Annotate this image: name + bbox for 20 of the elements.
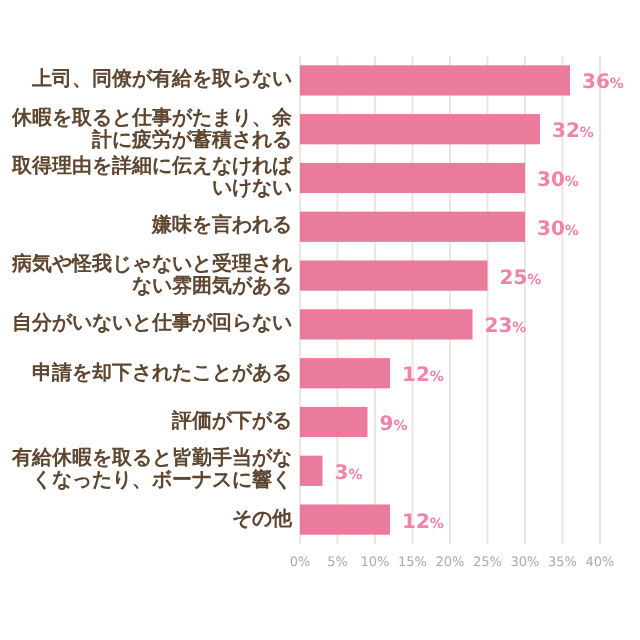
y-tick-label: 有給休暇を取ると皆勤手当がなくなったり、ボーナスに響く — [9, 448, 292, 493]
bar — [300, 309, 473, 340]
bar — [300, 114, 540, 145]
y-tick-label: 申請を却下されたことがある — [30, 362, 292, 385]
bar — [300, 162, 525, 194]
y-tick-label: 病気や怪我じゃないと受理されない雰囲気がある — [9, 253, 292, 298]
y-tick-label: 評価が下がる — [169, 411, 292, 433]
bar — [300, 260, 488, 291]
y-tick-label: 取得理由を詳細に伝えなければいけない — [9, 156, 292, 200]
y-tick-label: 上司、同僚が有給を取らない — [30, 69, 292, 92]
y-tick-label: 休暇を取ると仕事がたまり、余計に疲労が蓄積される — [9, 107, 292, 152]
y-tick-label: その他 — [230, 508, 292, 531]
bar — [300, 406, 368, 438]
bar — [300, 358, 390, 389]
y-tick-label: 嫌味を言われる — [149, 215, 292, 238]
bar — [300, 65, 570, 96]
bar — [300, 504, 390, 535]
bar — [300, 211, 525, 242]
bar — [300, 455, 323, 486]
y-tick-label: 自分がいないと仕事が回らない — [10, 313, 292, 336]
